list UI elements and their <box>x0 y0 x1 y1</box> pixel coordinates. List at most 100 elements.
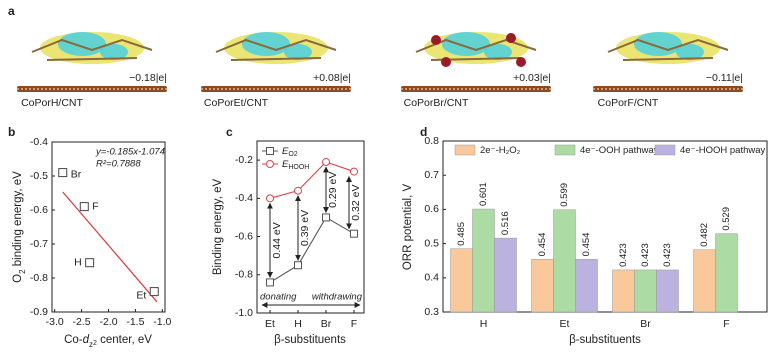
label-part: binding energy, eV <box>12 171 24 270</box>
marker <box>266 278 274 287</box>
structure-label: CoPorEt/CNT <box>204 97 269 109</box>
bar <box>575 259 598 313</box>
bar <box>612 269 635 313</box>
fit-line <box>62 191 158 303</box>
x-axis-label: β-substituents <box>569 334 641 346</box>
bar <box>656 269 679 313</box>
y-tick-label: 0.4 <box>424 272 439 284</box>
y-tick-label: 0.7 <box>424 169 439 181</box>
molecule-view <box>401 32 551 92</box>
label-part: 2 <box>18 269 27 274</box>
bar <box>693 249 716 313</box>
y-tick-label: 0.5 <box>424 237 439 249</box>
axes-frame <box>256 140 365 314</box>
marker <box>266 194 274 203</box>
bar <box>715 233 738 313</box>
y-tick-label: 0.3 <box>424 306 439 318</box>
value-label: 0.423 <box>662 243 673 267</box>
marker <box>322 213 330 222</box>
x-tick-label: -2.5 <box>73 316 91 328</box>
value-label: 0.529 <box>721 207 732 231</box>
bromine-atom <box>441 57 451 67</box>
molecule-bonds <box>215 38 337 61</box>
bar <box>494 237 517 313</box>
panel-letter: a <box>8 4 15 18</box>
molecule-bonds <box>607 38 729 61</box>
y-tick-label: -0.6 <box>30 204 48 216</box>
y-tick-label: 0.6 <box>424 203 439 215</box>
trend-label: withdrawing <box>312 292 363 303</box>
y-tick-label: -0.6 <box>235 230 253 242</box>
label-part: z <box>89 340 93 349</box>
panel-letter: c <box>226 125 233 139</box>
marker <box>350 167 358 176</box>
marker <box>322 158 330 167</box>
x-tick-label: Br <box>640 318 651 330</box>
value-label: 0.423 <box>640 243 651 267</box>
point-label: F <box>92 200 98 212</box>
legend-label: 4e⁻-OOH pathway <box>580 145 659 156</box>
legend-label: 4e⁻-HOOH pathway <box>680 145 766 156</box>
label-part: Co- <box>64 334 83 346</box>
x-tick-label: -3.0 <box>46 316 64 328</box>
charge-cyan <box>58 32 106 56</box>
charge-cyan <box>634 32 682 56</box>
point-label: Br <box>71 168 82 180</box>
y-tick-label: -0.9 <box>30 306 48 318</box>
x-tick-label: Br <box>321 318 332 330</box>
legend-label: EHOOH <box>282 159 309 172</box>
label-part: O <box>12 274 24 283</box>
legend-marker <box>266 160 274 168</box>
x-tick-label: H <box>294 318 302 330</box>
legend-label: 2e⁻-H₂O₂ <box>480 145 521 156</box>
charge-label: −0.18|e| <box>129 72 167 84</box>
bromine-atom <box>516 57 526 67</box>
nanotube <box>201 86 351 92</box>
value-label: 0.599 <box>559 183 570 207</box>
label-part: d <box>83 334 90 346</box>
point-label: Et <box>136 289 146 301</box>
point-label: H <box>74 256 82 268</box>
legend-swatch <box>454 144 476 156</box>
gap-label: 0.39 eV <box>299 210 311 246</box>
marker <box>294 261 302 270</box>
charge-cyan <box>100 44 128 60</box>
molecule-view <box>201 32 351 92</box>
molecule-bonds <box>31 38 153 61</box>
y-tick-label: -0.2 <box>235 154 253 166</box>
x-tick-label: F <box>351 318 357 330</box>
series-line <box>269 161 355 199</box>
gap-label: 0.44 eV <box>271 222 283 258</box>
charge-cyan <box>484 44 512 60</box>
y-tick-label: 0.8 <box>424 135 439 147</box>
charge-cyan <box>676 44 704 60</box>
fit-annotation: R²=0.7888 <box>96 159 141 170</box>
y-axis-label: ORR potential, V <box>402 184 414 271</box>
point <box>85 258 95 268</box>
legend-name: E <box>282 146 289 157</box>
value-label: 0.482 <box>699 223 710 247</box>
x-axis-label: β-substituents <box>274 334 346 346</box>
charge-cyan <box>242 32 290 56</box>
charge-cyan <box>442 32 490 56</box>
label-part: 2 <box>93 340 97 347</box>
value-label: 0.454 <box>581 233 592 257</box>
legend-swatch <box>554 144 576 156</box>
charge-label: −0.11|e| <box>706 72 743 84</box>
legend-swatch <box>654 144 676 156</box>
structure-label: CoPorBr/CNT <box>404 97 469 109</box>
legend-marker <box>266 147 274 155</box>
gap-label: 0.32 eV <box>350 185 362 221</box>
legend-subscript: O2 <box>288 151 297 158</box>
marker <box>294 186 302 195</box>
y-tick-label: -0.5 <box>30 170 48 182</box>
fit-annotation: y=-0.185x-1.074 <box>95 147 165 158</box>
y-axis-label: Binding energy, eV <box>212 179 224 276</box>
bar <box>472 208 495 313</box>
value-label: 0.601 <box>478 182 489 206</box>
charge-label: +0.03|e| <box>513 72 551 84</box>
y-tick-label: -0.4 <box>30 136 48 148</box>
charge-label: +0.08|e| <box>313 72 351 84</box>
nanotube <box>401 86 551 92</box>
structure-label: CoPorH/CNT <box>21 97 83 109</box>
